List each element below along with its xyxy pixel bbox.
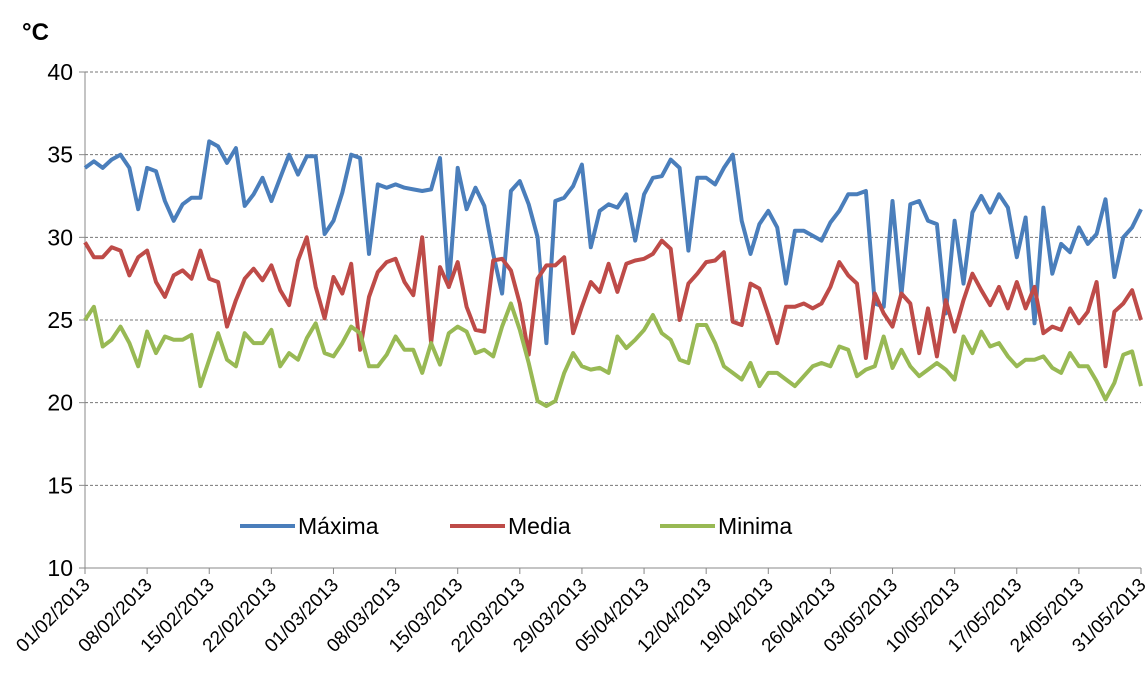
y-tick-label: 15 bbox=[47, 472, 73, 498]
legend-label: Minima bbox=[718, 513, 792, 539]
y-tick-label: 25 bbox=[47, 307, 73, 333]
y-tick-label: 35 bbox=[47, 142, 73, 168]
y-tick-label: 10 bbox=[47, 555, 73, 581]
y-tick-label: 20 bbox=[47, 390, 73, 416]
line-series bbox=[83, 301, 1143, 408]
legend-label: Máxima bbox=[298, 513, 379, 539]
line-series bbox=[83, 139, 1143, 346]
y-axis-unit: °C bbox=[22, 19, 49, 46]
line-series bbox=[83, 235, 1143, 369]
y-tick-label: 40 bbox=[47, 59, 73, 85]
legend-label: Media bbox=[508, 513, 571, 539]
y-tick-label: 30 bbox=[47, 224, 73, 250]
